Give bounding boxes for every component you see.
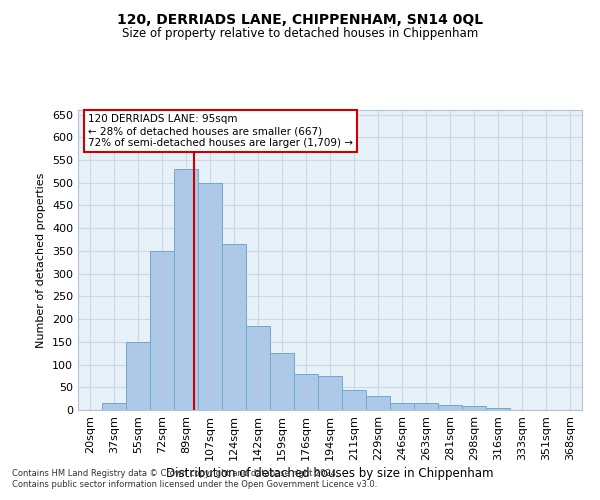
Bar [102,403,126,410]
Bar [246,326,270,410]
Text: Size of property relative to detached houses in Chippenham: Size of property relative to detached ho… [122,28,478,40]
Text: 120, DERRIADS LANE, CHIPPENHAM, SN14 0QL: 120, DERRIADS LANE, CHIPPENHAM, SN14 0QL [117,12,483,26]
Bar [342,390,366,410]
Bar [174,169,198,410]
Bar [198,182,222,410]
Text: 120 DERRIADS LANE: 95sqm
← 28% of detached houses are smaller (667)
72% of semi-: 120 DERRIADS LANE: 95sqm ← 28% of detach… [88,114,353,148]
Bar [222,244,246,410]
Bar [462,406,486,410]
Bar [390,403,414,410]
Bar [270,353,294,410]
Bar [150,251,174,410]
Bar [486,408,510,410]
X-axis label: Distribution of detached houses by size in Chippenham: Distribution of detached houses by size … [166,467,494,480]
Text: Contains public sector information licensed under the Open Government Licence v3: Contains public sector information licen… [12,480,377,489]
Bar [366,396,390,410]
Text: Contains HM Land Registry data © Crown copyright and database right 2024.: Contains HM Land Registry data © Crown c… [12,468,338,477]
Y-axis label: Number of detached properties: Number of detached properties [37,172,46,348]
Bar [294,374,318,410]
Bar [318,376,342,410]
Bar [126,342,150,410]
Bar [438,406,462,410]
Bar [414,403,438,410]
